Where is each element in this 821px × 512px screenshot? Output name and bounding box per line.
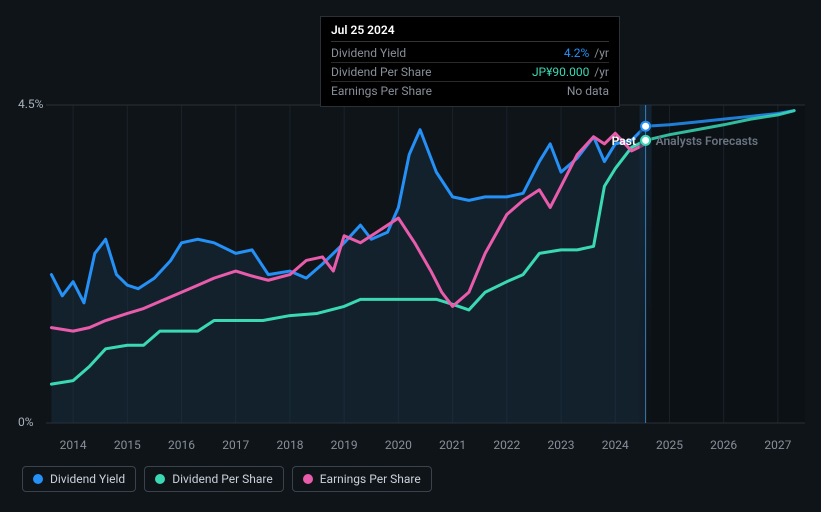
tooltip-row-suffix: /yr (591, 65, 609, 79)
y-tick-label: 4.5% (18, 97, 43, 111)
legend-item-label: Dividend Yield (50, 472, 125, 486)
region-label-future: Analysts Forecasts (656, 134, 758, 148)
x-tick-label: 2019 (331, 438, 358, 452)
dividend-chart: 0% 4.5% 2014 2015 2016 2017 2018 2019 2020 2021 2… (0, 0, 821, 508)
x-tick-label: 2022 (493, 438, 520, 452)
legend-item[interactable]: Dividend Per Share (144, 466, 284, 492)
x-tick-label: 2026 (710, 438, 737, 452)
chart-legend: Dividend Yield Dividend Per Share Earnings… (22, 466, 432, 492)
tooltip-row: Dividend Yield4.2% /yr (331, 44, 609, 63)
tooltip-row-label: Dividend Yield (331, 46, 556, 60)
legend-item[interactable]: Earnings Per Share (292, 466, 432, 492)
x-tick-label: 2027 (764, 438, 791, 452)
x-tick-label: 2024 (602, 438, 629, 452)
tooltip-row-label: Dividend Per Share (331, 65, 524, 79)
tooltip-row-suffix: /yr (591, 46, 609, 60)
y-tick-label: 0% (18, 415, 34, 429)
x-tick-label: 2014 (60, 438, 87, 452)
tooltip-row-value: 4.2% /yr (556, 46, 609, 60)
x-tick-label: 2018 (276, 438, 303, 452)
tooltip-row: Dividend Per ShareJP¥90.000 /yr (331, 63, 609, 82)
x-tick-label: 2021 (439, 438, 466, 452)
legend-item[interactable]: Dividend Yield (22, 466, 136, 492)
tooltip-date: Jul 25 2024 (331, 23, 609, 42)
tooltip-row-value: JP¥90.000 /yr (524, 65, 609, 79)
x-tick-label: 2023 (548, 438, 575, 452)
tooltip-row: Earnings Per ShareNo data (331, 82, 609, 100)
legend-swatch-icon (303, 474, 313, 484)
legend-item-label: Earnings Per Share (320, 472, 421, 486)
legend-item-label: Dividend Per Share (172, 472, 273, 486)
x-tick-label: 2016 (168, 438, 195, 452)
chart-tooltip: Jul 25 2024 Dividend Yield4.2% /yrDivide… (320, 16, 620, 107)
legend-swatch-icon (155, 474, 165, 484)
x-tick-label: 2017 (222, 438, 249, 452)
x-tick-label: 2025 (656, 438, 683, 452)
x-tick-label: 2020 (385, 438, 412, 452)
tooltip-row-value: No data (559, 84, 609, 98)
tooltip-row-label: Earnings Per Share (331, 84, 559, 98)
x-tick-label: 2015 (114, 438, 141, 452)
region-label-past: Past (612, 134, 636, 148)
legend-swatch-icon (33, 474, 43, 484)
